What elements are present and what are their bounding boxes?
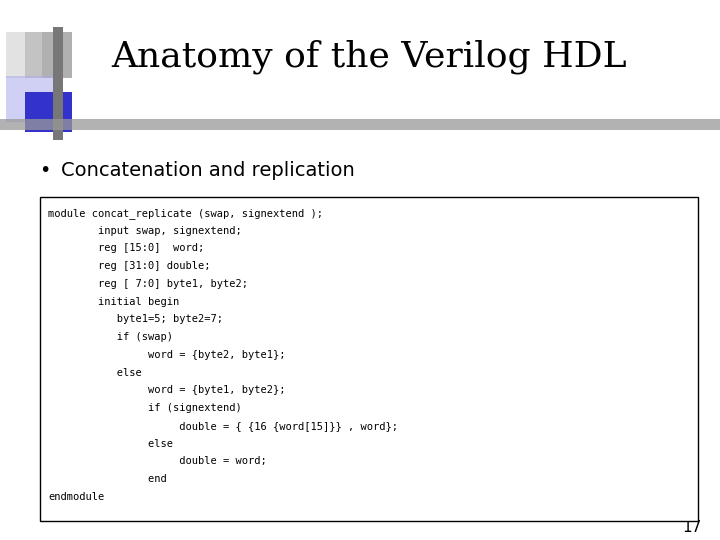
- FancyBboxPatch shape: [25, 32, 72, 78]
- Text: Anatomy of the Verilog HDL: Anatomy of the Verilog HDL: [112, 39, 627, 74]
- Text: word = {byte2, byte1};: word = {byte2, byte1};: [48, 350, 286, 360]
- Text: 17: 17: [683, 519, 702, 535]
- Text: module concat_replicate (swap, signextend );: module concat_replicate (swap, signexten…: [48, 208, 323, 219]
- FancyBboxPatch shape: [40, 197, 698, 521]
- Text: end: end: [48, 474, 167, 484]
- Text: word = {byte1, byte2};: word = {byte1, byte2};: [48, 386, 286, 395]
- Text: endmodule: endmodule: [48, 492, 104, 502]
- Text: reg [15:0]  word;: reg [15:0] word;: [48, 244, 204, 253]
- Text: •: •: [40, 160, 51, 180]
- Text: byte1=5; byte2=7;: byte1=5; byte2=7;: [48, 314, 223, 325]
- Text: double = { {16 {word[15]}} , word};: double = { {16 {word[15]}} , word};: [48, 421, 398, 431]
- Text: reg [31:0] double;: reg [31:0] double;: [48, 261, 211, 271]
- FancyBboxPatch shape: [6, 32, 42, 78]
- Text: else: else: [48, 368, 142, 377]
- FancyBboxPatch shape: [6, 76, 53, 122]
- Text: input swap, signextend;: input swap, signextend;: [48, 226, 242, 235]
- FancyBboxPatch shape: [0, 119, 720, 130]
- Text: else: else: [48, 438, 174, 449]
- Text: Concatenation and replication: Concatenation and replication: [61, 160, 355, 180]
- Text: double = word;: double = word;: [48, 456, 267, 467]
- Text: reg [ 7:0] byte1, byte2;: reg [ 7:0] byte1, byte2;: [48, 279, 248, 289]
- Text: if (signextend): if (signextend): [48, 403, 242, 413]
- FancyBboxPatch shape: [53, 27, 63, 140]
- Text: initial begin: initial begin: [48, 296, 179, 307]
- FancyBboxPatch shape: [25, 92, 72, 132]
- Text: if (swap): if (swap): [48, 332, 174, 342]
